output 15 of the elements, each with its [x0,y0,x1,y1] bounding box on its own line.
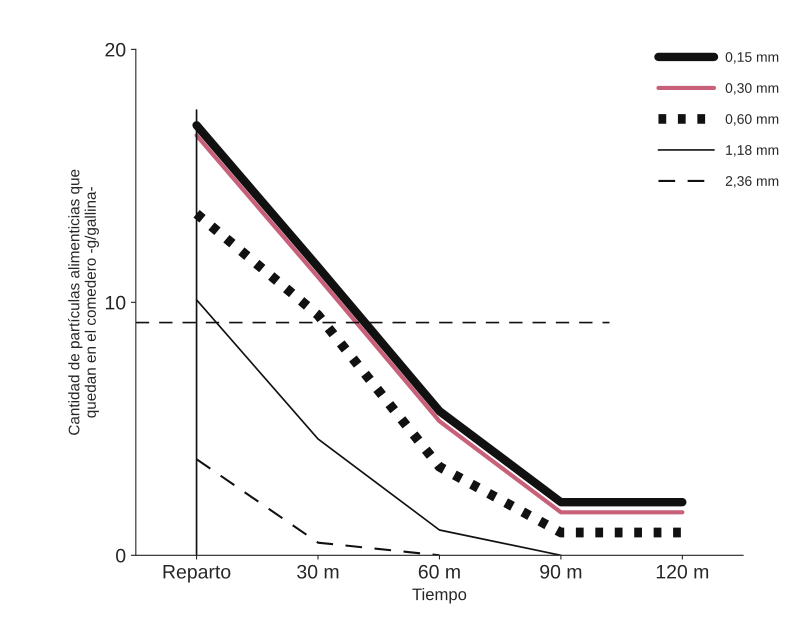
x-tick-label: 90 m [540,564,582,579]
y-axis-title: Cantidad de partículas alimenticias que quedan en el comedero -g/gallina- [68,170,99,435]
x-tick-label: 30 m [297,564,338,579]
legend-label: 2,36 mm [726,176,778,188]
y-tick-label: 0 [116,548,126,563]
y-tick-label: 10 [106,296,126,310]
x-tick-label: 60 m [418,564,460,579]
legend-label: 0,30 mm [726,83,778,95]
legend-label: 0,60 mm [726,114,778,126]
x-tick-label: 120 m [656,564,708,579]
legend-label: 0,15 mm [726,52,778,64]
legend-label: 1,18 mm [726,145,778,157]
x-tick-label: Reparto [164,565,230,582]
y-tick-label: 20 [105,42,126,57]
x-axis-title: Tiempo [412,588,466,604]
